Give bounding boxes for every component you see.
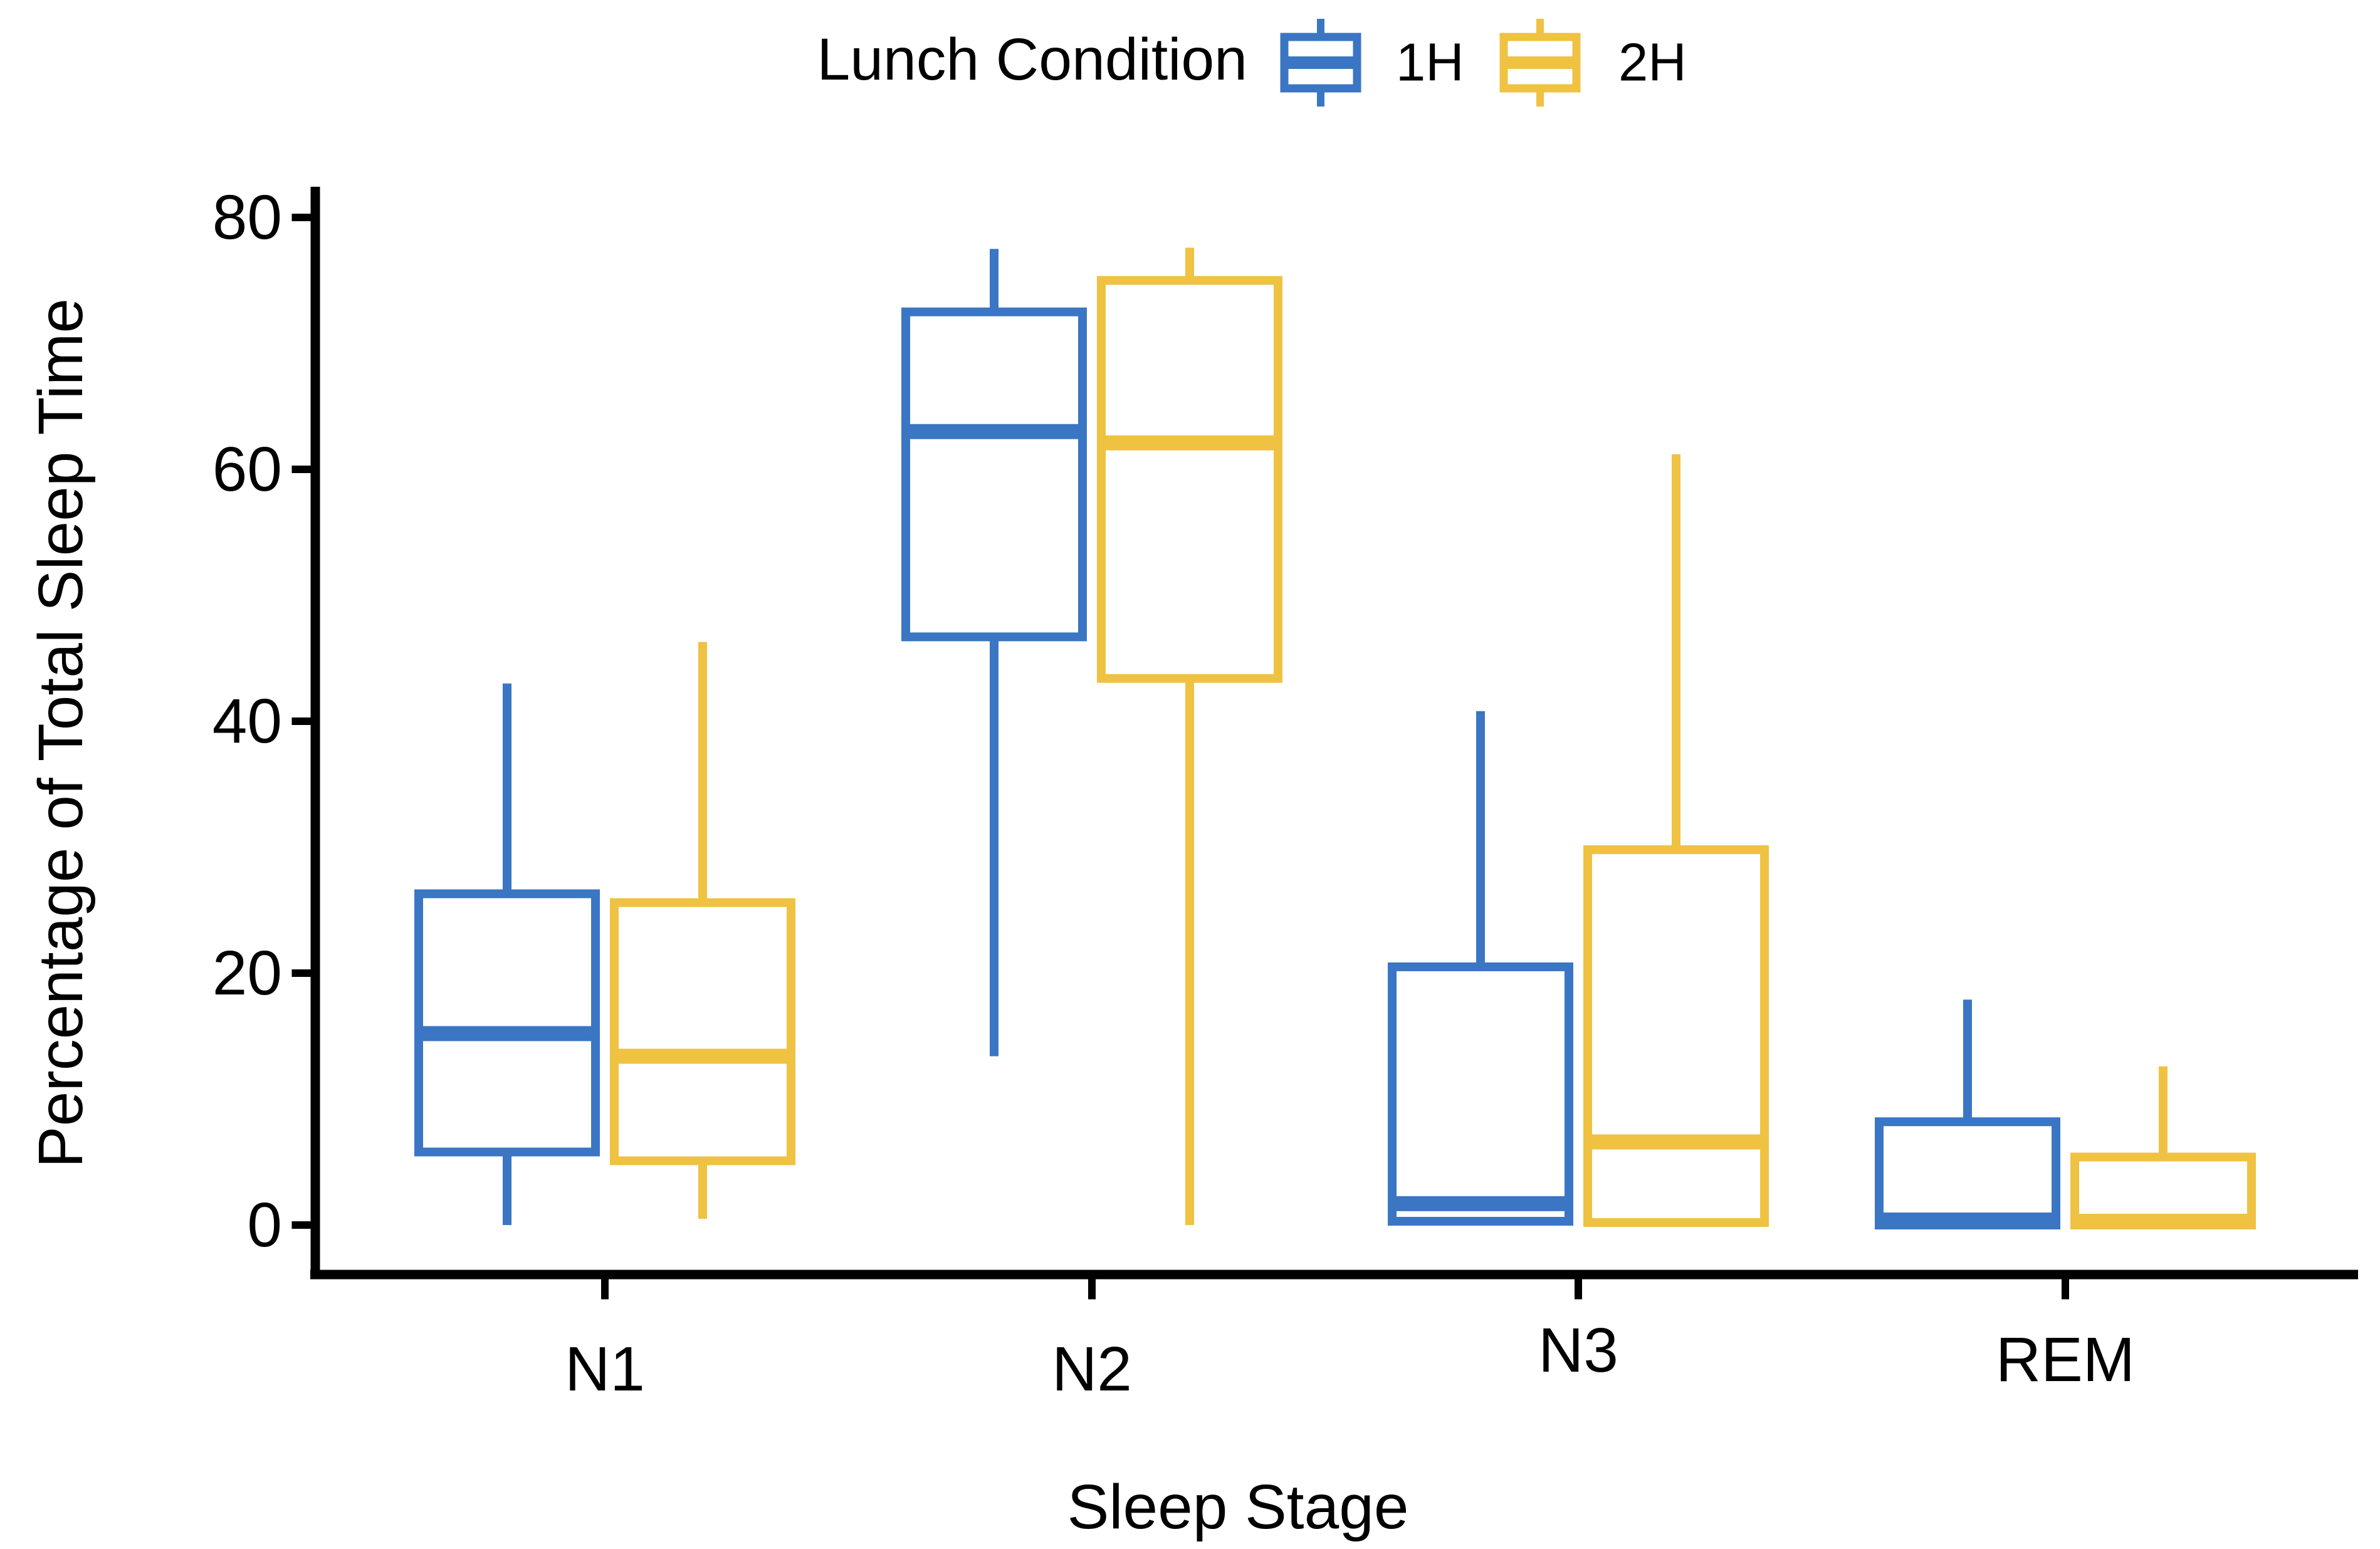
box-1H-N2 — [901, 307, 1087, 642]
legend-label-2H: 2H — [1618, 33, 1687, 93]
y-tick-label-40: 40 — [212, 686, 282, 756]
y-axis-title: Percentage of Total Sleep Time — [26, 298, 96, 1168]
y-tick-label-60: 60 — [212, 434, 282, 504]
box-2H-N3 — [1583, 845, 1769, 1227]
y-tick-label-80: 80 — [212, 182, 282, 253]
y-tick-label-20: 20 — [212, 938, 282, 1008]
box-1H-REM — [1875, 1117, 2060, 1230]
y-tick-label-0: 0 — [247, 1190, 282, 1260]
box-2H-N1 — [610, 898, 795, 1166]
x-category-label-N3: N3 — [1538, 1315, 1618, 1385]
legend-label-1H: 1H — [1396, 33, 1464, 93]
x-category-label-N1: N1 — [565, 1334, 645, 1404]
x-axis-title: Sleep Stage — [1067, 1472, 1409, 1542]
box-2H-REM — [2070, 1152, 2256, 1229]
x-category-label-N2: N2 — [1052, 1334, 1132, 1404]
box-1H-N1 — [414, 889, 600, 1157]
box-1H-N3 — [1388, 962, 1573, 1226]
legend-title: Lunch Condition — [817, 26, 1247, 93]
x-category-label-REM: REM — [1996, 1325, 2135, 1395]
box-2H-N2 — [1097, 276, 1282, 683]
